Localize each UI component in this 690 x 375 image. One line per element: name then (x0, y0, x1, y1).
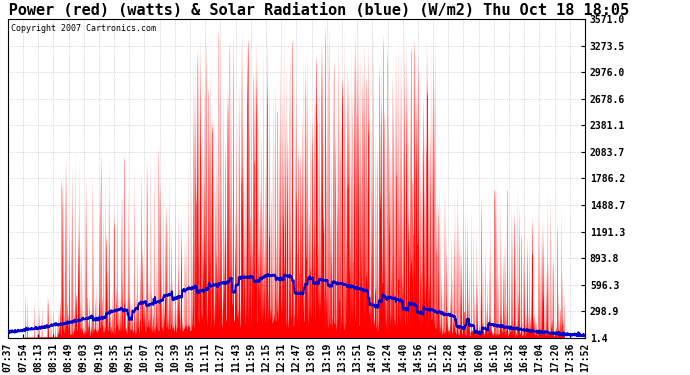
Title: Grid Power (red) (watts) & Solar Radiation (blue) (W/m2) Thu Oct 18 18:05: Grid Power (red) (watts) & Solar Radiati… (0, 3, 629, 18)
Text: Copyright 2007 Cartronics.com: Copyright 2007 Cartronics.com (10, 24, 156, 33)
